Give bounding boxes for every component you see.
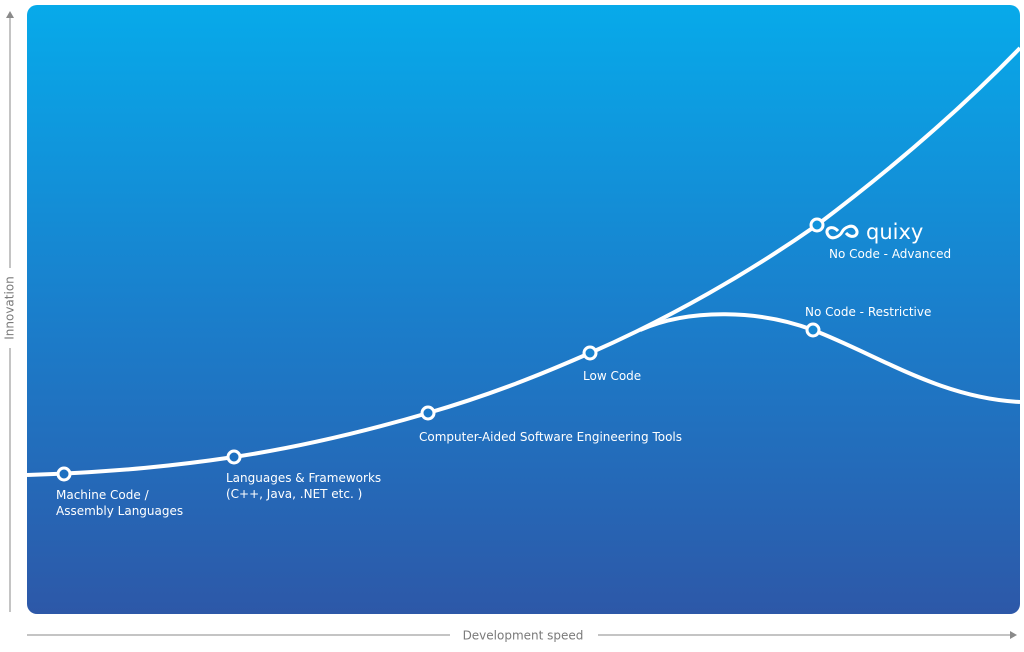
node	[56, 466, 72, 482]
node-label: Assembly Languages	[56, 504, 183, 518]
node	[420, 405, 436, 421]
y-axis-gap	[2, 268, 18, 348]
node-label: No Code - Advanced	[829, 247, 951, 261]
panel	[27, 5, 1020, 614]
main-curve	[26, 46, 1022, 477]
node	[809, 217, 825, 233]
node-label: Low Code	[583, 369, 641, 383]
node-label: No Code - Restrictive	[805, 305, 931, 319]
x-axis-label: Development speed	[463, 629, 584, 643]
node-label: Computer-Aided Software Engineering Tool…	[419, 430, 682, 444]
node	[805, 322, 821, 338]
node-label: Machine Code /	[56, 488, 150, 502]
brand-name: quixy	[866, 220, 923, 244]
y-axis-label: Innovation	[3, 276, 17, 340]
brand-logo: quixy	[825, 220, 923, 244]
node-label: (C++, Java, .NET etc. )	[226, 487, 362, 501]
node-label: Languages & Frameworks	[226, 471, 381, 485]
node	[582, 345, 598, 361]
node	[226, 449, 242, 465]
logo-mark	[825, 224, 859, 240]
